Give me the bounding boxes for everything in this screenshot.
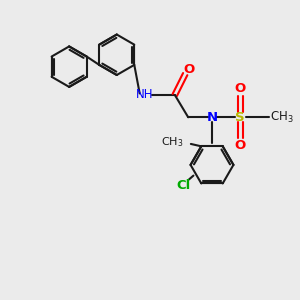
Text: O: O xyxy=(235,139,246,152)
Text: N: N xyxy=(206,111,218,124)
Text: O: O xyxy=(235,82,246,95)
Text: O: O xyxy=(183,63,194,76)
Text: CH$_3$: CH$_3$ xyxy=(161,135,183,149)
Text: Cl: Cl xyxy=(176,179,190,192)
Text: CH$_3$: CH$_3$ xyxy=(270,110,294,125)
Text: S: S xyxy=(236,111,245,124)
Text: NH: NH xyxy=(136,88,154,101)
